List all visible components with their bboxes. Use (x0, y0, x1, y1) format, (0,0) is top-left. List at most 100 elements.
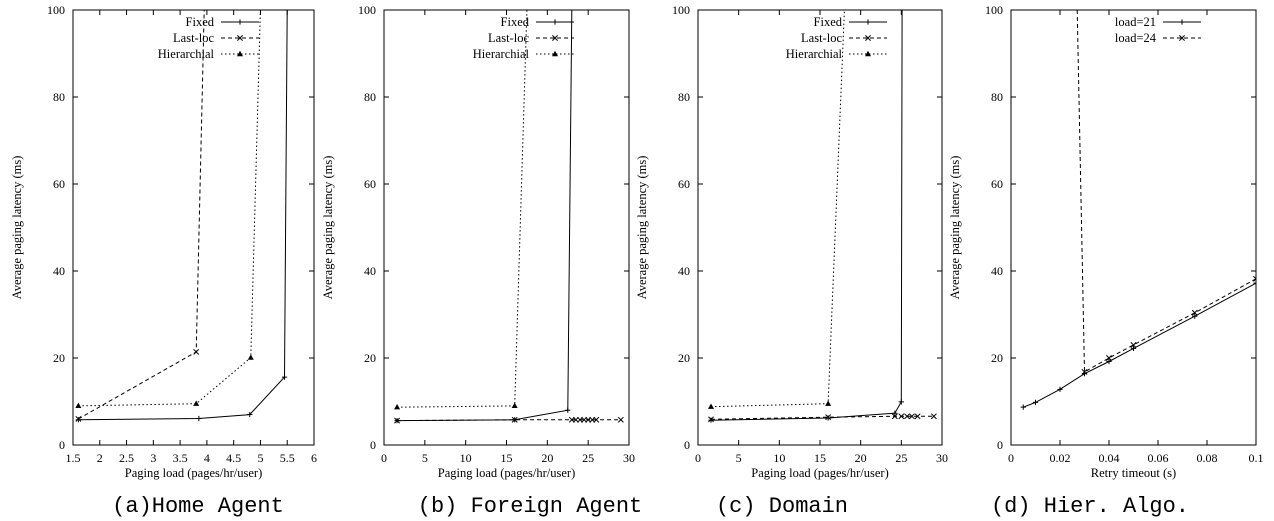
data-point (75, 415, 82, 422)
series-2 (1076, 10, 1256, 375)
y-tick-label: 100 (358, 3, 376, 17)
y-axis-label: Average paging latency (ms) (635, 156, 649, 300)
series-line (710, 10, 845, 408)
legend-marker (552, 35, 558, 41)
data-point (892, 410, 898, 416)
x-tick-label: 5 (422, 451, 428, 465)
x-tick-label: 15 (501, 451, 513, 465)
legend-label: Last-loc (488, 31, 529, 45)
panel-caption-b: (b) Foreign Agent (418, 494, 642, 519)
data-point (825, 400, 832, 406)
series-line (78, 10, 261, 407)
panel-caption-a: (a)Home Agent (112, 494, 284, 519)
legend-label: Fixed (186, 15, 215, 29)
data-point (394, 417, 401, 424)
data-point (908, 413, 915, 420)
data-point (708, 403, 715, 409)
data-point (1253, 275, 1256, 282)
y-tick-label: 40 (678, 264, 690, 278)
data-point (708, 416, 714, 423)
data-point (898, 413, 905, 420)
series-3 (394, 10, 528, 410)
series-line (78, 10, 205, 420)
series-line (78, 10, 288, 421)
series-2 (708, 413, 937, 423)
series-2 (394, 416, 624, 424)
data-point (904, 413, 910, 420)
series-2 (75, 10, 205, 422)
data-point (898, 399, 904, 405)
series-line (710, 10, 903, 421)
y-tick-label: 20 (678, 351, 690, 365)
legend-label: Fixed (501, 15, 530, 29)
data-point (1253, 280, 1256, 286)
series-1 (1020, 280, 1256, 410)
series-line (1076, 10, 1256, 373)
x-tick-label: 6 (311, 451, 317, 465)
series-line (710, 415, 934, 420)
x-tick-label: 4 (204, 451, 210, 465)
data-point (1020, 404, 1026, 410)
y-tick-label: 20 (53, 351, 65, 365)
legend-marker (1179, 35, 1185, 41)
legend-label: Hierarchial (786, 47, 843, 61)
x-tick-label: 30 (623, 451, 635, 465)
data-point (1192, 313, 1198, 319)
series-line (1023, 282, 1256, 408)
x-tick-label: 0 (1008, 451, 1014, 465)
data-point (394, 403, 401, 410)
x-tick-label: 5 (257, 451, 263, 465)
data-point (511, 416, 518, 423)
y-tick-label: 100 (47, 3, 65, 17)
y-axis-label: Average paging latency (ms) (321, 156, 335, 300)
legend-label: Last-loc (801, 31, 842, 45)
legend-label: Hierarchial (473, 47, 530, 61)
x-tick-label: 10 (460, 451, 472, 465)
y-tick-label: 80 (678, 90, 690, 104)
legend-marker (865, 50, 871, 57)
series-3 (708, 10, 845, 409)
chart-panel-2: 0 5 10 15 20 25 30 0 20 40 60 80 100 Paging load (pag… (321, 3, 635, 480)
series-3 (75, 10, 261, 409)
plot-frame (1010, 9, 1257, 446)
x-tick-label: 3.5 (173, 451, 188, 465)
x-tick-label: 20 (541, 451, 553, 465)
x-axis-label: Paging load (pages/hr/user) (751, 466, 888, 480)
x-tick-label: 15 (814, 451, 826, 465)
data-point (565, 407, 571, 413)
y-tick-label: 0 (997, 438, 1003, 452)
legend-marker (237, 19, 243, 25)
data-point (914, 413, 921, 420)
data-point (825, 415, 831, 421)
legend-label: Hierarchial (158, 47, 215, 61)
x-tick-label: 0 (381, 451, 387, 465)
data-point (281, 374, 288, 380)
x-tick-label: 5 (736, 451, 742, 465)
y-tick-label: 60 (364, 177, 376, 191)
y-tick-label: 0 (370, 438, 376, 452)
data-point (1191, 309, 1198, 316)
y-tick-label: 60 (678, 177, 690, 191)
legend-marker (552, 50, 558, 57)
data-point (593, 416, 600, 423)
data-point (247, 354, 254, 360)
series-line (397, 10, 573, 422)
data-point (708, 417, 714, 423)
data-point (1130, 345, 1137, 352)
data-point (247, 411, 253, 418)
y-tick-label: 80 (364, 90, 376, 104)
x-axis-label: Retry timeout (s) (1091, 466, 1176, 480)
data-point (193, 348, 200, 355)
data-point (1130, 341, 1137, 348)
y-tick-label: 0 (684, 438, 690, 452)
x-tick-label: 0.06 (1148, 451, 1169, 465)
x-tick-label: 0.04 (1099, 451, 1120, 465)
x-tick-label: 0 (695, 451, 701, 465)
series-1 (394, 10, 573, 424)
legend-marker (237, 50, 243, 57)
data-point (1106, 358, 1112, 365)
x-tick-label: 0.1 (1249, 451, 1264, 465)
data-point (1057, 386, 1063, 392)
legend-marker (1179, 19, 1185, 25)
